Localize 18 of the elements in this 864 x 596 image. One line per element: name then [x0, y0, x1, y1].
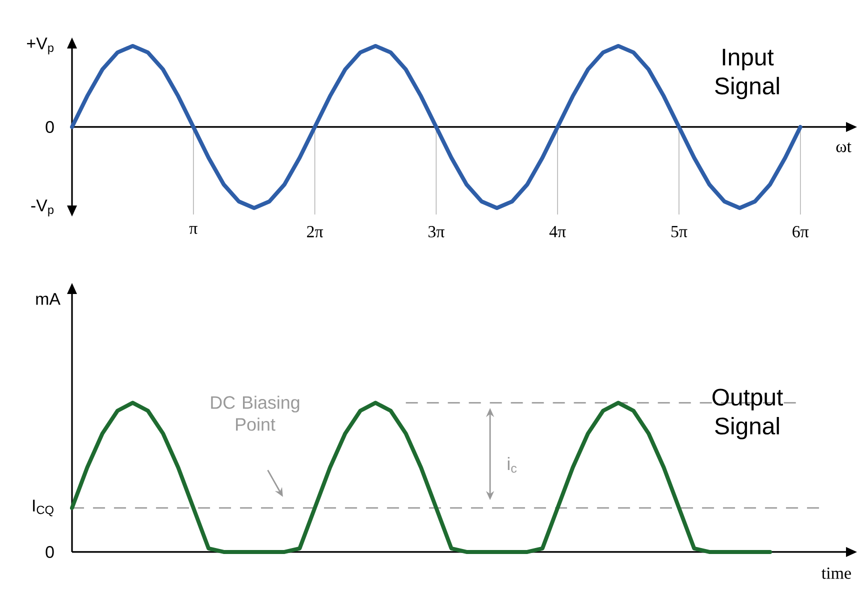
- x-axis-title: time: [822, 568, 851, 579]
- text: Input Signal: [715, 48, 779, 100]
- y-axis-title: mA: [36, 293, 60, 305]
- text: +V$_{p}$: [27, 38, 54, 54]
- annotation: i$_{c}$: [508, 457, 517, 473]
- x-tick-label: 2π: [307, 226, 324, 238]
- x-tick-label: 4π: [549, 226, 566, 238]
- text: -V$_{p}$: [31, 200, 54, 216]
- text: 0: [46, 546, 54, 558]
- x-tick-label: 5π: [671, 226, 688, 238]
- x-tick-label: 6π: [792, 226, 809, 238]
- x-tick-label: 3π: [428, 226, 444, 238]
- x-tick-label: π: [189, 226, 198, 234]
- text: 0: [46, 120, 54, 133]
- chart-title: Output Signal: [712, 388, 783, 440]
- text: I$_{CQ}$: [33, 500, 54, 516]
- annotation: DC Biasing Point: [211, 396, 300, 431]
- x-axis-title: ωt: [836, 142, 852, 152]
